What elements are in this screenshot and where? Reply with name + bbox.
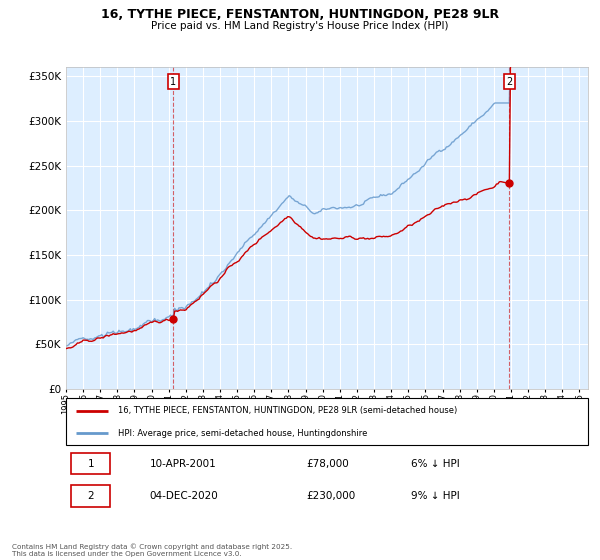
Text: 2: 2 [88, 491, 94, 501]
Text: 10-APR-2001: 10-APR-2001 [149, 459, 216, 469]
FancyBboxPatch shape [71, 486, 110, 507]
Text: Price paid vs. HM Land Registry's House Price Index (HPI): Price paid vs. HM Land Registry's House … [151, 21, 449, 31]
Text: Contains HM Land Registry data © Crown copyright and database right 2025.
This d: Contains HM Land Registry data © Crown c… [12, 544, 292, 557]
Text: 04-DEC-2020: 04-DEC-2020 [149, 491, 218, 501]
Text: 1: 1 [170, 77, 176, 87]
Text: 16, TYTHE PIECE, FENSTANTON, HUNTINGDON, PE28 9LR: 16, TYTHE PIECE, FENSTANTON, HUNTINGDON,… [101, 8, 499, 21]
Text: HPI: Average price, semi-detached house, Huntingdonshire: HPI: Average price, semi-detached house,… [118, 429, 368, 438]
Text: 16, TYTHE PIECE, FENSTANTON, HUNTINGDON, PE28 9LR (semi-detached house): 16, TYTHE PIECE, FENSTANTON, HUNTINGDON,… [118, 407, 457, 416]
Text: 6% ↓ HPI: 6% ↓ HPI [410, 459, 459, 469]
FancyBboxPatch shape [71, 453, 110, 474]
Text: 1: 1 [88, 459, 94, 469]
Text: £78,000: £78,000 [306, 459, 349, 469]
Text: £230,000: £230,000 [306, 491, 355, 501]
Text: 2: 2 [506, 77, 512, 87]
Text: 9% ↓ HPI: 9% ↓ HPI [410, 491, 459, 501]
